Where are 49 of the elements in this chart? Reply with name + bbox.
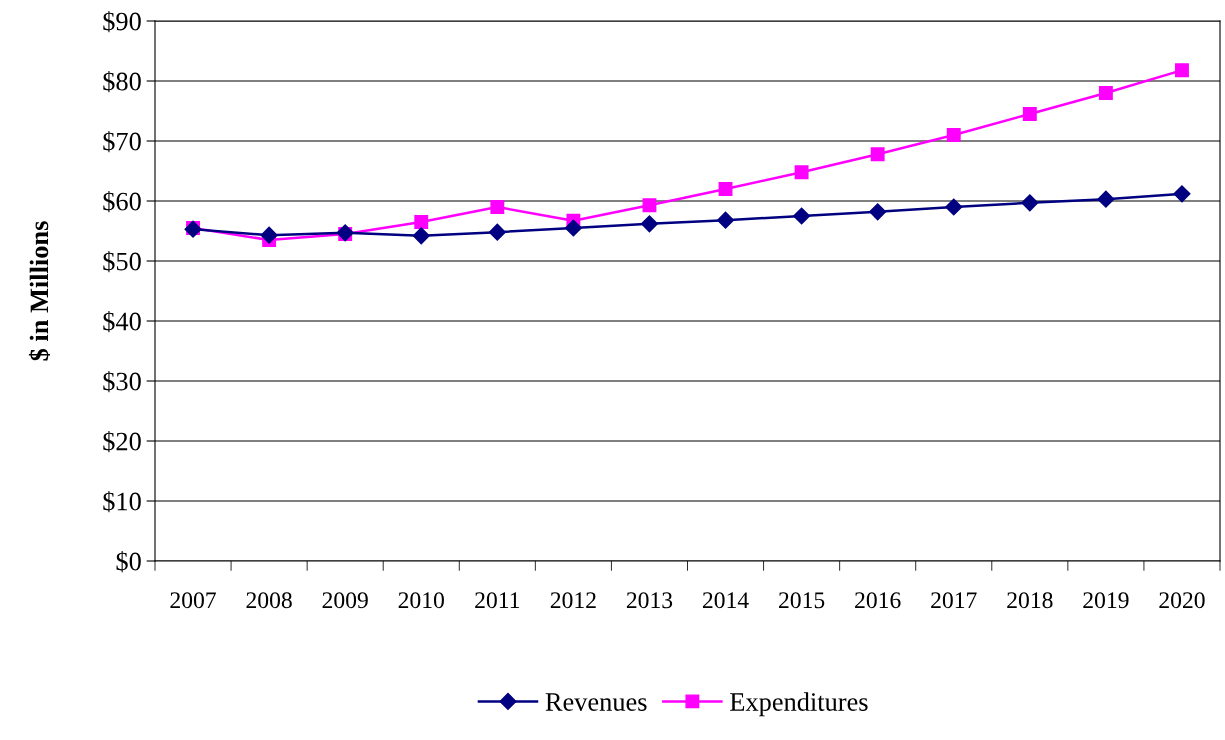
point [946, 128, 961, 142]
y-tick-label: $0 [116, 551, 141, 573]
point [1173, 185, 1191, 203]
x-tick-label: 2014 [702, 592, 749, 609]
point [642, 198, 657, 213]
point [870, 147, 885, 162]
point [1098, 86, 1113, 100]
point [1097, 190, 1115, 208]
point [793, 207, 811, 225]
point [716, 211, 735, 229]
point [260, 226, 278, 244]
y-tick-label: $70 [103, 131, 141, 153]
point [640, 215, 659, 233]
point [1021, 194, 1039, 212]
x-tick-label: 2019 [1083, 592, 1129, 609]
point [564, 219, 582, 237]
y-tick-label: $90 [103, 11, 141, 33]
x-tick-label: 2020 [1159, 592, 1205, 609]
x-tick-label: 2013 [626, 592, 673, 609]
y-tick-label: $80 [103, 71, 141, 93]
x-tick-label: 2011 [475, 592, 520, 609]
x-tick-label: 2016 [855, 592, 901, 609]
point [1022, 107, 1037, 121]
x-tick-label: 2018 [1007, 592, 1053, 609]
x-tick-label: 2015 [779, 592, 825, 609]
point [945, 198, 963, 216]
point [488, 223, 506, 241]
y-tick-label: $10 [103, 491, 141, 513]
y-axis-title: $ in Millions [28, 221, 50, 361]
point [869, 203, 887, 221]
y-tick-label: $60 [103, 191, 141, 213]
point [414, 215, 429, 229]
point [412, 227, 430, 245]
x-tick-label: 2009 [322, 592, 368, 609]
point [1175, 63, 1189, 78]
point [718, 182, 733, 196]
x-tick-label: 2012 [550, 592, 596, 609]
legend-label: Expenditures [730, 692, 868, 717]
legend-label: Revenues [545, 693, 647, 711]
x-tick-label: 2008 [246, 592, 292, 609]
point [794, 165, 809, 180]
x-tick-label: 2007 [170, 592, 216, 609]
y-tick-label: $20 [103, 431, 141, 453]
y-tick-label: $40 [103, 311, 141, 333]
y-tick-label: $30 [103, 371, 141, 393]
x-tick-label: 2010 [398, 592, 444, 609]
y-tick-label: $50 [103, 251, 141, 273]
x-tick-label: 2017 [931, 592, 977, 609]
point [490, 200, 505, 214]
